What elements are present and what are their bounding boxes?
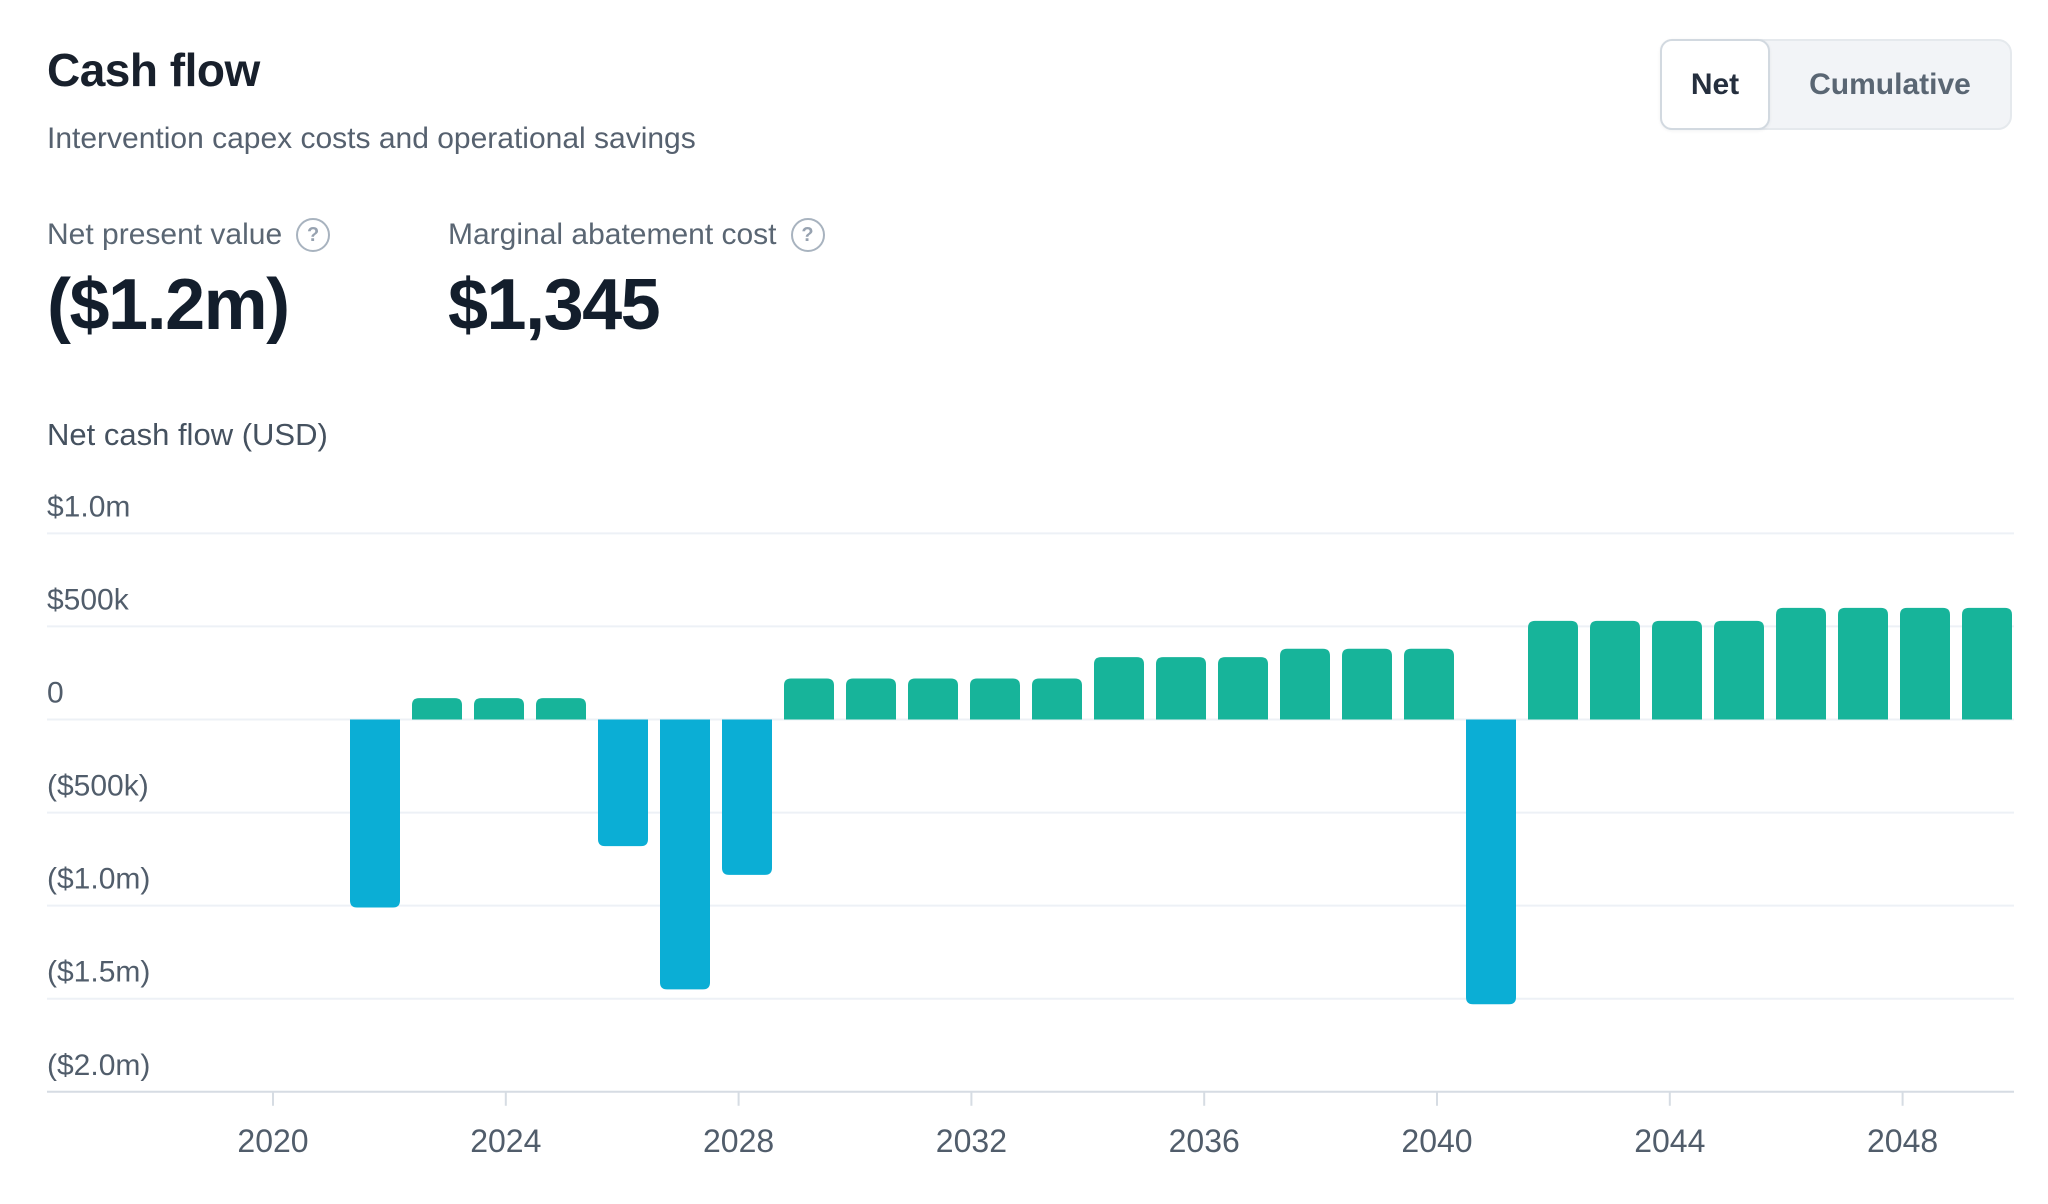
- chart-bar-2043: [1652, 620, 1702, 720]
- x-axis-label: 2048: [1867, 1123, 1938, 1159]
- y-axis-label: 0: [47, 677, 64, 710]
- chart-bar-2035: [1156, 657, 1206, 720]
- chart-bar-2036: [1218, 657, 1268, 720]
- y-axis-label: ($2.0m): [47, 1049, 150, 1082]
- x-axis-label: 2040: [1401, 1123, 1472, 1159]
- chart-bar-2037: [1280, 648, 1330, 720]
- page-title: Cash flow: [47, 44, 260, 96]
- x-axis-label: 2028: [703, 1123, 774, 1159]
- y-axis-label: ($500k): [47, 770, 149, 803]
- chart-bar-2024: [474, 698, 524, 720]
- y-axis-label: ($1.0m): [47, 863, 150, 896]
- chart-bar-2028: [722, 719, 772, 875]
- x-axis-label: 2044: [1634, 1123, 1705, 1159]
- chart-bar-2033: [1032, 678, 1082, 720]
- chart-bar-2038: [1342, 648, 1392, 720]
- chart-bar-2026: [598, 719, 648, 847]
- page-subtitle: Intervention capex costs and operational…: [47, 122, 696, 155]
- stat-value: $1,345: [448, 265, 661, 345]
- chart-y-axis-title: Net cash flow (USD): [47, 417, 328, 452]
- npv-help-icon[interactable]: ?: [296, 218, 331, 252]
- chart-bar-2041: [1528, 620, 1578, 720]
- chart-bar-2040: [1466, 719, 1516, 1005]
- chart-bar-2032: [970, 678, 1020, 720]
- toggle-net[interactable]: Net: [1660, 39, 1770, 130]
- chart-bar-2046: [1838, 607, 1888, 720]
- x-axis-label: 2020: [237, 1123, 308, 1159]
- stat-label: Marginal abatement cost: [448, 218, 777, 251]
- y-axis-label: $500k: [47, 583, 130, 616]
- chart-bar-2027: [660, 719, 710, 990]
- x-axis-label: 2036: [1169, 1123, 1240, 1159]
- chart-bar-2045: [1776, 607, 1826, 720]
- y-axis-label: ($1.5m): [47, 956, 150, 989]
- chart-bar-2039: [1404, 648, 1454, 720]
- y-axis-label: $1.0m: [47, 490, 130, 523]
- chart-bar-2048: [1962, 607, 2012, 720]
- chart-bar-2044: [1714, 620, 1764, 720]
- chart-bar-2029: [784, 678, 834, 720]
- chart-bar-2022: [350, 719, 400, 908]
- chart-bar-2025: [536, 698, 586, 720]
- stat-marginal-abatement-cost: Marginal abatement cost ? $1,345: [448, 218, 825, 342]
- mac-help-icon[interactable]: ?: [790, 218, 825, 252]
- chart-bar-2047: [1900, 607, 1950, 720]
- stat-value: ($1.2m): [47, 265, 290, 345]
- chart-bar-2031: [908, 678, 958, 720]
- toggle-cumulative[interactable]: Cumulative: [1809, 67, 1971, 101]
- chart-bar-2023: [412, 698, 462, 720]
- x-axis-label: 2024: [470, 1123, 541, 1159]
- stat-net-present-value: Net present value ? ($1.2m): [47, 218, 331, 345]
- view-toggle: Net Cumulative: [1660, 39, 2012, 130]
- chart-bar-2034: [1094, 657, 1144, 720]
- chart-bar-2030: [846, 678, 896, 720]
- chart-bar-2042: [1590, 620, 1640, 720]
- x-axis-label: 2032: [936, 1123, 1007, 1159]
- stat-label: Net present value: [47, 218, 283, 251]
